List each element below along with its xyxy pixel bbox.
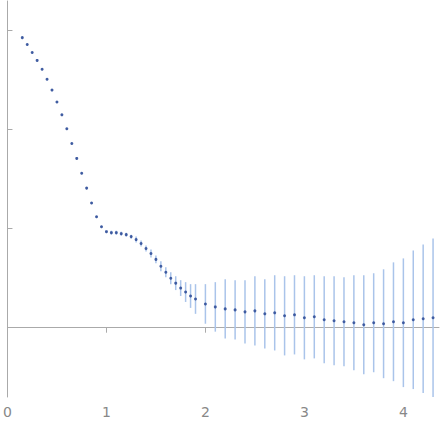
svg-text:4: 4 <box>399 404 408 420</box>
svg-text:2: 2 <box>201 404 210 420</box>
svg-text:0: 0 <box>3 404 12 420</box>
svg-text:3: 3 <box>300 404 309 420</box>
svg-text:1: 1 <box>102 404 111 420</box>
